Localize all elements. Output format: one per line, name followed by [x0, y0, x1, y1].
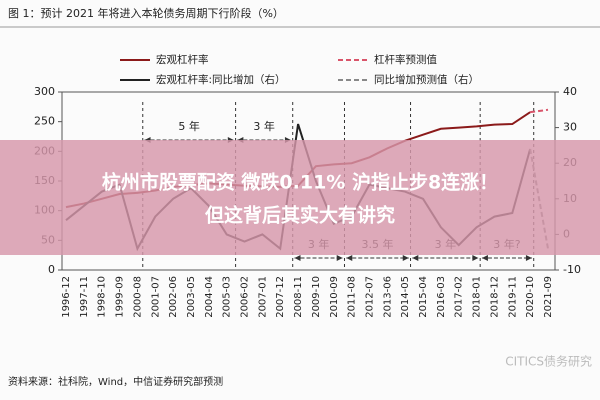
x-tick-label: 2013-06: [382, 276, 393, 318]
annotation: 3 年: [253, 119, 275, 133]
y-tick-label: 250: [34, 115, 55, 128]
x-tick-label: 2003-05: [186, 276, 197, 318]
x-tick-label: 2004-04: [204, 276, 215, 318]
x-tick-label: 2007-01: [257, 276, 268, 318]
x-tick-label: 2005-03: [222, 276, 233, 318]
series-line: [530, 108, 549, 114]
x-tick-label: 2016-03: [436, 276, 447, 318]
chart-title: 图 1：预计 2021 年将进入本轮债务周期下行阶段（%）: [8, 6, 284, 20]
overlay-headline: 但这背后其实大有讲究: [205, 204, 395, 227]
x-tick-label: 2010-09: [329, 276, 340, 318]
x-tick-label: 2009-10: [311, 276, 322, 318]
y2-tick-label: 40: [563, 85, 577, 98]
source: 资料来源：社科院，Wind，中信证券研究部预测: [8, 375, 223, 388]
watermark: CITICS债务研究: [505, 354, 592, 369]
x-tick-label: 2007-12: [275, 276, 286, 318]
x-tick-label: 2021-09: [543, 276, 554, 318]
annotation: 5 年: [178, 119, 200, 133]
legend-label: 宏观杠杆率: [156, 53, 209, 66]
legend-label: 宏观杠杆率:同比增加（右）: [156, 73, 286, 86]
y-tick-label: 300: [34, 85, 55, 98]
x-tick-label: 2018-01: [472, 276, 483, 318]
overlay-banner: [0, 140, 600, 255]
x-tick-label: 2012-07: [364, 276, 375, 318]
x-tick-label: 2014-05: [400, 276, 411, 318]
x-tick-label: 2001-07: [150, 276, 161, 318]
legend-label: 杠杆率预测值: [374, 53, 437, 66]
x-tick-label: 2011-08: [347, 276, 358, 318]
x-tick-label: 2020-10: [525, 276, 536, 318]
x-tick-label: 2019-11: [507, 276, 518, 318]
x-tick-label: 2018-12: [489, 276, 500, 318]
x-tick-label: 1999-09: [115, 276, 126, 318]
x-tick-label: 1998-10: [97, 276, 108, 318]
x-tick-label: 2006-02: [240, 276, 251, 318]
y2-tick-label: -10: [563, 263, 581, 276]
x-tick-label: 1996-12: [61, 276, 72, 318]
x-tick-label: 2008-11: [293, 276, 304, 318]
x-tick-label: 2002-06: [168, 276, 179, 318]
overlay-headline: 杭州市股票配资 微跌0.11% 沪指止步8连涨！: [102, 171, 498, 194]
x-tick-label: 2017-02: [454, 276, 465, 318]
x-tick-label: 2000-08: [132, 276, 143, 318]
arrow-head: [481, 255, 532, 261]
legend-label: 同比增加预测值（右）: [374, 73, 479, 86]
y-tick-label: 0: [48, 263, 55, 276]
y2-tick-label: 30: [563, 121, 577, 134]
arrow-head: [294, 255, 343, 261]
x-tick-label: 2015-04: [418, 276, 429, 318]
x-tick-label: 1997-11: [79, 276, 90, 318]
